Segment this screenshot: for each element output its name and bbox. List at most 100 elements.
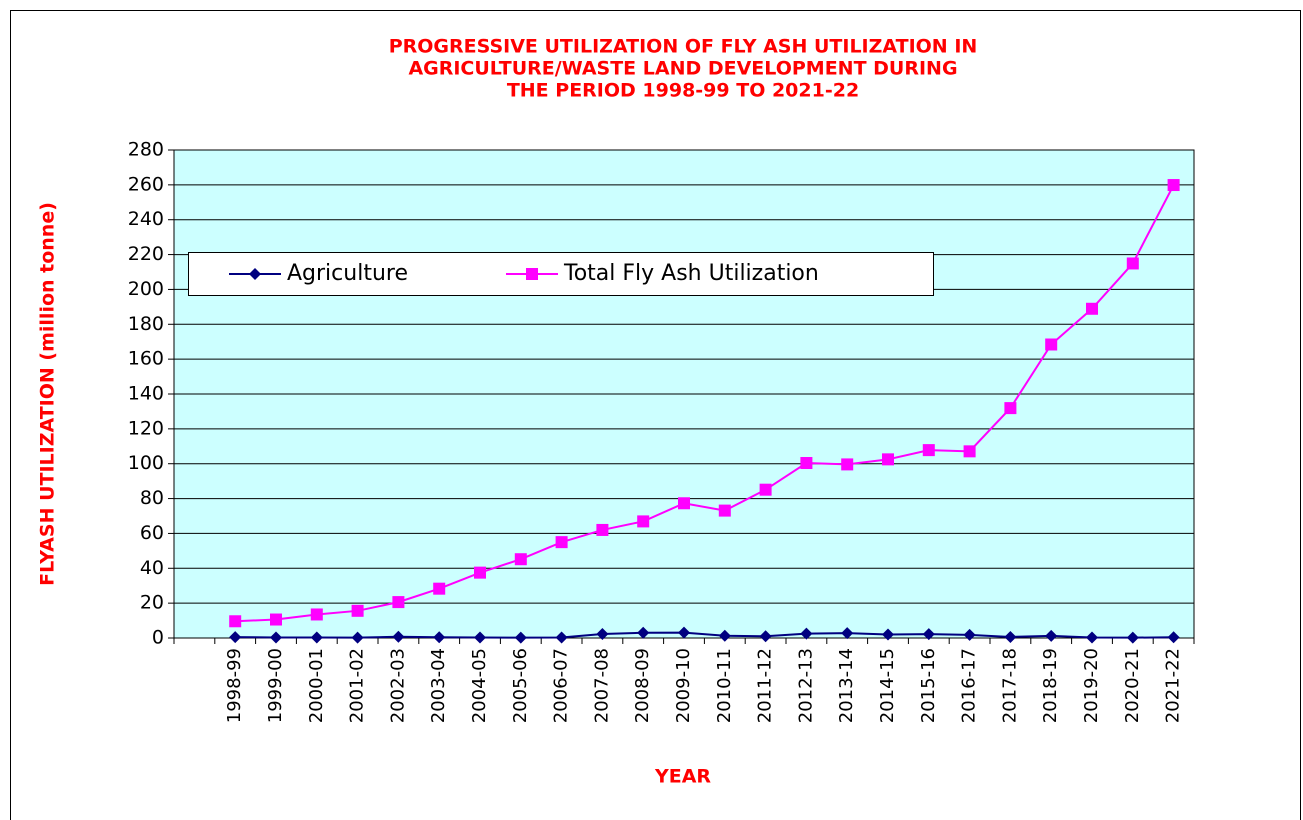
x-tick-label: 2016-17 [959,648,980,723]
x-tick-label: 2004-05 [469,648,490,723]
series-line [235,631,1174,639]
marker [963,628,976,641]
marker [718,504,731,517]
chart-title: AGRICULTURE/WASTE LAND DEVELOPMENT DURIN… [408,58,957,80]
marker [963,445,976,458]
y-tick-label: 180 [128,313,164,335]
marker [800,627,813,640]
marker [270,631,282,644]
y-tick-label: 220 [128,243,164,265]
marker [841,458,854,471]
marker [433,631,446,644]
marker [637,626,650,639]
y-tick-label: 80 [140,487,164,509]
marker [351,631,364,644]
marker [1126,257,1139,270]
marker [555,631,568,644]
y-tick-label: 120 [128,417,164,439]
marker [637,515,650,528]
y-tick-label: 60 [140,522,164,544]
marker [229,615,242,628]
marker [310,608,323,621]
marker [474,631,486,644]
marker [514,553,527,566]
y-tick-label: 140 [128,383,164,405]
x-tick-label: 2011-12 [755,648,776,723]
marker [922,444,935,457]
marker [555,536,568,549]
marker [800,457,813,470]
y-tick-label: 40 [140,557,164,579]
marker [270,613,282,626]
marker [1126,631,1139,644]
x-tick-label: 2002-03 [387,648,408,723]
chart-title: THE PERIOD 1998-99 TO 2021-22 [507,80,859,102]
marker [882,453,894,466]
x-tick-label: 2018-19 [1040,648,1061,723]
marker [1167,631,1180,644]
legend [188,252,934,296]
marker [922,628,935,641]
x-tick-label: 1999-00 [265,648,286,723]
y-tick-label: 200 [128,278,164,300]
y-tick-label: 280 [128,139,164,161]
x-tick-label: 2001-02 [347,648,368,723]
legend-label: Total Fly Ash Utilization [563,261,819,286]
marker [1045,338,1058,351]
legend-label: Agriculture [287,261,408,286]
marker [678,497,690,510]
series-line [235,184,1175,623]
y-tick-label: 260 [128,173,164,195]
x-tick-label: 2000-01 [306,648,327,723]
marker [1045,629,1058,642]
marker [392,596,405,609]
marker [514,631,527,644]
marker [759,483,772,496]
marker [310,631,323,644]
marker [433,582,446,595]
x-tick-label: 2020-21 [1122,648,1143,723]
marker [1167,179,1180,192]
marker [351,604,364,617]
x-tick-label: 2012-13 [795,648,816,723]
marker [841,627,854,640]
marker [596,523,609,536]
marker [718,629,731,642]
marker [1086,631,1098,644]
x-tick-label: 1998-99 [224,648,245,723]
x-tick-label: 2003-04 [428,648,449,723]
x-tick-label: 2017-18 [999,648,1020,723]
marker [596,627,609,640]
marker [1086,302,1098,315]
marker [392,630,405,643]
y-tick-label: 240 [128,208,164,230]
x-tick-label: 2009-10 [673,648,694,723]
x-axis-label: YEAR [654,766,711,788]
chart-title: PROGRESSIVE UTILIZATION OF FLY ASH UTILI… [389,36,978,58]
marker [526,268,538,280]
x-tick-label: 2021-22 [1163,648,1184,723]
y-tick-label: 0 [152,627,164,649]
x-tick-label: 2007-08 [591,648,612,723]
x-tick-label: 2006-07 [551,648,572,723]
marker [249,268,261,280]
x-tick-label: 2014-15 [877,648,898,723]
marker [1004,630,1017,643]
marker [229,631,242,644]
y-tick-label: 100 [128,452,164,474]
x-tick-label: 2008-09 [632,648,653,723]
x-tick-label: 2013-14 [836,648,857,723]
x-tick-label: 2005-06 [510,648,531,723]
y-tick-label: 160 [128,348,164,370]
y-axis-label: FLYASH UTILIZATION (million tonne) [37,202,59,586]
x-tick-label: 2019-20 [1081,648,1102,723]
marker [882,628,894,641]
marker [678,626,690,639]
y-tick-label: 20 [140,592,164,614]
marker [759,630,772,643]
marker [1004,402,1017,415]
x-tick-label: 2010-11 [714,648,735,723]
marker [474,566,486,579]
x-tick-label: 2015-16 [918,648,939,723]
